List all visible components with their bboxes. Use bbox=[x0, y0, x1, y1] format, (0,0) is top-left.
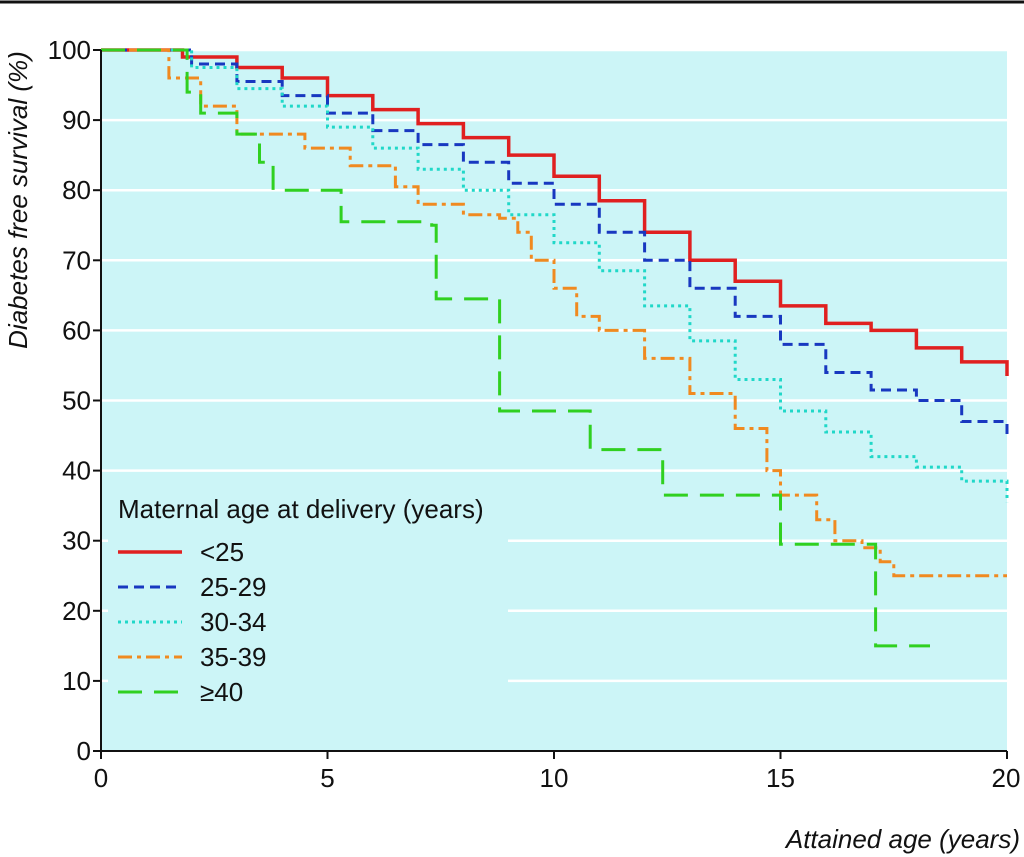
y-tick-label: 10 bbox=[62, 666, 91, 696]
y-tick-label: 60 bbox=[62, 315, 91, 345]
legend-label-2: 30-34 bbox=[200, 607, 267, 637]
legend-label-4: ≥40 bbox=[200, 677, 243, 707]
legend-title: Maternal age at delivery (years) bbox=[118, 494, 484, 524]
x-tick-label: 5 bbox=[320, 763, 334, 793]
x-tick-label: 15 bbox=[766, 763, 795, 793]
legend-background bbox=[108, 486, 508, 750]
y-tick-label: 100 bbox=[48, 35, 91, 65]
series-line-2 bbox=[101, 48, 1009, 503]
y-tick-label: 80 bbox=[62, 175, 91, 205]
y-axis-title: Diabetes free survival (%) bbox=[3, 51, 33, 349]
legend-label-3: 35-39 bbox=[200, 642, 267, 672]
y-tick-label: 40 bbox=[62, 456, 91, 486]
legend-label-0: <25 bbox=[200, 537, 244, 567]
series-line-3 bbox=[101, 48, 1007, 578]
y-tick-label: 50 bbox=[62, 386, 91, 416]
y-tick-label: 0 bbox=[77, 736, 91, 766]
legend: Maternal age at delivery (years) <25 25-29… bbox=[108, 486, 508, 750]
x-tick-label: 10 bbox=[540, 763, 569, 793]
series-line-1 bbox=[101, 48, 1009, 436]
series-lines bbox=[101, 48, 1009, 648]
y-tick-label: 90 bbox=[62, 105, 91, 135]
x-tick-label: 20 bbox=[992, 763, 1021, 793]
axes: 0 10 20 30 40 50 60 70 80 90 100 0 5 10 15 20 Attained a… bbox=[3, 35, 1020, 854]
series-line-4 bbox=[101, 48, 930, 648]
x-axis-title: Attained age (years) bbox=[784, 824, 1020, 854]
series-line-0 bbox=[101, 48, 1009, 376]
x-tick-label: 0 bbox=[94, 763, 108, 793]
y-tick-label: 70 bbox=[62, 245, 91, 275]
y-tick-label: 30 bbox=[62, 526, 91, 556]
y-tick-label: 20 bbox=[62, 596, 91, 626]
legend-label-1: 25-29 bbox=[200, 572, 267, 602]
